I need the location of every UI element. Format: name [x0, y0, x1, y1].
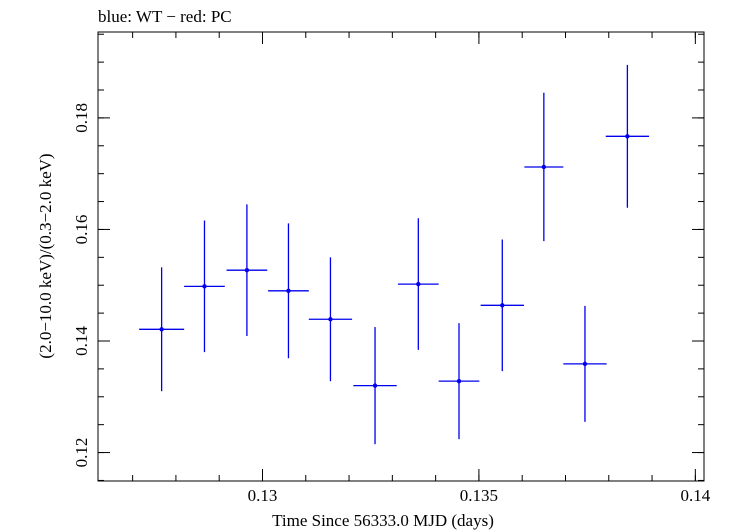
data-point: [244, 267, 250, 273]
plot-frame: [97, 31, 705, 482]
y-tick-label: 0.18: [72, 103, 91, 133]
data-points: [139, 64, 650, 445]
x-tick-label: 0.14: [680, 486, 710, 505]
tick-labels: 0.13 0.135 0.14 0.12 0.14 0.16 0.18: [72, 103, 711, 505]
data-point: [372, 383, 378, 388]
chart-title: blue: WT − red: PC: [98, 7, 232, 26]
data-point: [416, 281, 421, 287]
data-point: [582, 361, 588, 367]
data-point: [625, 134, 630, 139]
major-ticks: [98, 32, 704, 481]
y-tick-label: 0.16: [72, 215, 91, 245]
data-point: [456, 378, 462, 384]
data-point: [328, 317, 333, 322]
data-point: [159, 327, 164, 332]
y-tick-label: 0.14: [72, 326, 91, 356]
x-tick-label: 0.135: [460, 486, 498, 505]
data-point: [500, 303, 505, 308]
y-tick-label: 0.12: [72, 438, 91, 468]
x-axis-label: Time Since 56333.0 MJD (days): [272, 511, 494, 530]
minor-ticks: [98, 32, 704, 481]
y-axis-label: (2.0−10.0 keV)/(0.3−2.0 keV): [36, 153, 55, 358]
data-point: [541, 164, 547, 170]
data-point: [202, 284, 207, 289]
data-point: [286, 288, 291, 294]
x-tick-label: 0.13: [248, 486, 278, 505]
